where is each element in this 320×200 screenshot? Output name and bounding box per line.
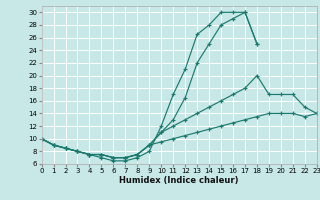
X-axis label: Humidex (Indice chaleur): Humidex (Indice chaleur) xyxy=(119,176,239,185)
